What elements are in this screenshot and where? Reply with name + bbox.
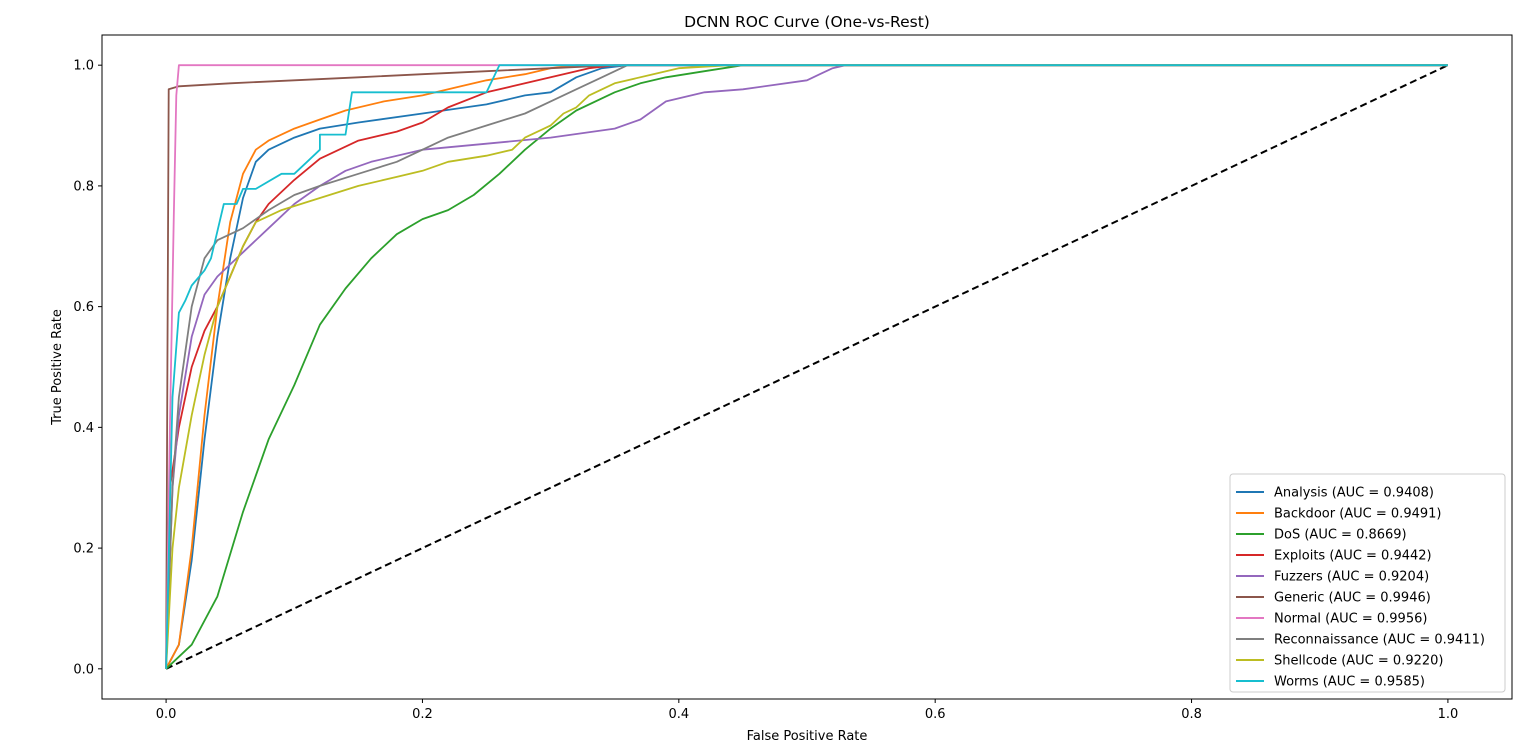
x-tick-label-3: 0.6 (925, 707, 946, 722)
y-tick-label-4: 0.8 (73, 179, 94, 194)
legend-label-shellcode: Shellcode (AUC = 0.9220) (1274, 654, 1443, 669)
legend-label-backdoor: Backdoor (AUC = 0.9491) (1274, 507, 1441, 522)
roc-curve-backdoor (165, 64, 1448, 670)
chart-title: DCNN ROC Curve (One-vs-Rest) (684, 13, 930, 31)
roc-curve-generic (165, 64, 1448, 669)
x-tick-label-0: 0.0 (156, 707, 177, 722)
curves-group (165, 64, 1449, 670)
y-tick-label-5: 1.0 (73, 59, 94, 74)
plot-area: 0.0 0.2 0.4 0.6 0.8 1.0 0.0 0.2 0.4 0.6 0.8 1.0 Anal… (73, 34, 1513, 722)
y-axis-label: True Positive Rate (50, 309, 65, 426)
roc-curve-worms (165, 64, 1448, 669)
x-tick-label-4: 0.8 (1181, 707, 1202, 722)
legend-label-worms: Worms (AUC = 0.9585) (1274, 675, 1425, 690)
reference-diagonal-line (165, 64, 1449, 670)
y-tick-label-1: 0.2 (73, 542, 94, 557)
x-tick-label-1: 0.2 (412, 707, 433, 722)
x-tick-label-2: 0.4 (668, 707, 689, 722)
roc-curve-dos (165, 64, 1448, 670)
legend-label-reconnaissance: Reconnaissance (AUC = 0.9411) (1274, 633, 1485, 648)
legend-label-normal: Normal (AUC = 0.9956) (1274, 612, 1427, 627)
legend-label-fuzzers: Fuzzers (AUC = 0.9204) (1274, 570, 1429, 585)
roc-curve-reconnaissance (165, 64, 1448, 669)
roc-curve-shellcode (165, 64, 1448, 669)
roc-curve-exploits (165, 64, 1448, 669)
legend-box (1229, 473, 1506, 693)
legend-label-generic: Generic (AUC = 0.9946) (1274, 591, 1431, 606)
x-tick-label-5: 1.0 (1438, 707, 1459, 722)
roc-curve-analysis (165, 64, 1448, 670)
roc-curve-normal (165, 64, 1448, 669)
x-axis-label: False Positive Rate (747, 729, 868, 744)
plot-frame (101, 34, 1513, 700)
y-tick-label-3: 0.6 (73, 300, 94, 315)
legend: Analysis (AUC = 0.9408) Backdoor (AUC = 0… (1229, 473, 1506, 693)
y-tick-label-0: 0.0 (73, 662, 94, 677)
legend-label-exploits: Exploits (AUC = 0.9442) (1274, 549, 1432, 564)
legend-label-analysis: Analysis (AUC = 0.9408) (1274, 486, 1434, 501)
legend-label-dos: DoS (AUC = 0.8669) (1274, 528, 1407, 543)
y-tick-label-2: 0.4 (73, 421, 94, 436)
